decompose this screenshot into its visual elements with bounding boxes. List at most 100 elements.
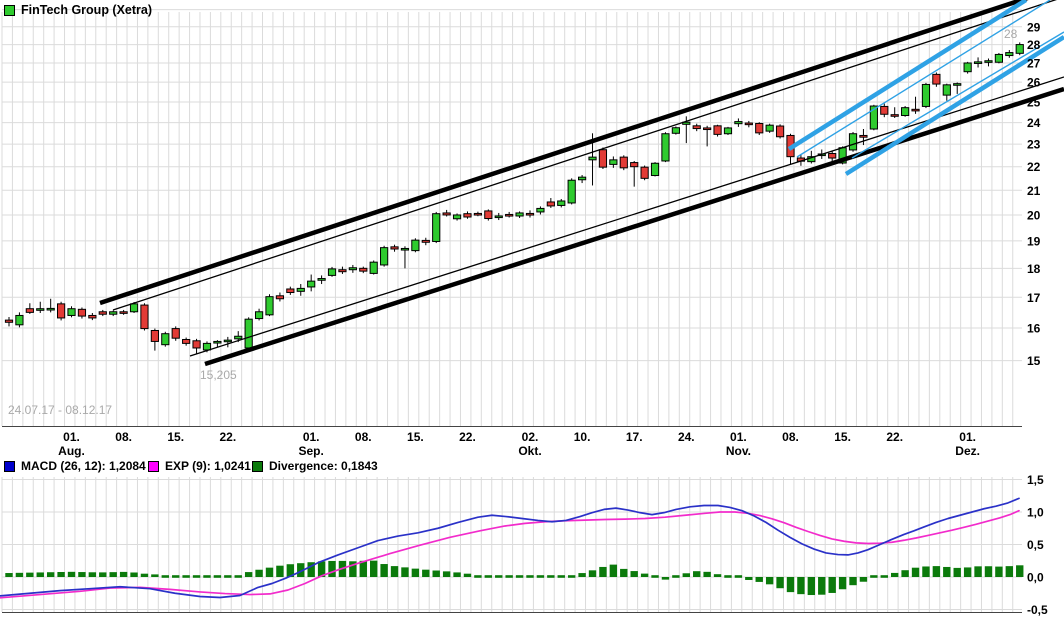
histogram-bar — [682, 573, 690, 577]
candle-body — [984, 60, 993, 63]
histogram-bar — [453, 572, 461, 577]
candle-body — [901, 107, 910, 117]
histogram-bar — [328, 560, 336, 577]
histogram-bar — [182, 575, 190, 578]
histogram-bar — [140, 573, 149, 577]
candle-body — [359, 267, 368, 272]
histogram-bar — [1005, 566, 1014, 577]
candle-body — [265, 296, 274, 316]
histogram-bar — [911, 567, 920, 577]
histogram-bar — [776, 577, 784, 589]
histogram-bar — [213, 575, 222, 578]
histogram-bar — [297, 563, 305, 577]
candle-body — [140, 304, 149, 330]
candle-body — [307, 280, 316, 288]
price-axis-label: 18 — [1027, 262, 1041, 276]
price-axis-label: 29 — [1027, 20, 1041, 34]
last-price-annotation: 28 — [1004, 27, 1018, 41]
histogram-bar — [974, 566, 982, 577]
trend-blue-upper — [787, 0, 1028, 151]
candle-body — [588, 156, 597, 161]
histogram-bar — [536, 575, 545, 578]
histogram-bar — [88, 572, 97, 577]
x-axis-day-label: 15. — [834, 430, 851, 444]
candle-body — [775, 125, 785, 138]
price-axis-label: 24 — [1027, 116, 1041, 130]
candle-body — [46, 307, 55, 311]
candle-body — [744, 122, 753, 126]
price-axis-label: 23 — [1027, 138, 1041, 152]
histogram-bar — [599, 566, 607, 577]
candle-body — [275, 295, 285, 300]
candle-body — [932, 73, 941, 85]
x-axis-day-label: 01. — [303, 430, 320, 444]
low-price-annotation: 15,205 — [200, 368, 237, 382]
histogram-bar — [724, 575, 732, 578]
histogram-bar — [984, 566, 993, 577]
candle-body — [202, 342, 212, 351]
candle-body — [234, 335, 243, 340]
page-title: FinTech Group (Xetra) — [21, 3, 153, 17]
candle-body — [15, 314, 24, 326]
histogram-bar — [693, 571, 701, 577]
candle-body — [400, 247, 410, 251]
histogram-bar — [578, 573, 586, 577]
histogram-bar — [849, 577, 857, 586]
histogram-bar — [567, 575, 576, 578]
x-axis-day-label: 08. — [782, 430, 799, 444]
candle-body — [682, 121, 691, 125]
histogram-bar — [765, 577, 774, 585]
histogram-bar — [359, 560, 367, 577]
histogram-bar — [922, 566, 930, 577]
candle-body — [890, 114, 899, 117]
candle-body — [619, 156, 628, 169]
histogram-bar — [172, 575, 180, 578]
histogram-bar — [203, 575, 211, 578]
price-axis-label: 25 — [1027, 95, 1041, 109]
candle-body — [505, 213, 514, 217]
candle-body — [1015, 44, 1024, 54]
candle-body — [692, 125, 701, 130]
exp-legend-label: EXP (9): 1,0241 — [165, 459, 251, 473]
candle-body — [286, 288, 295, 294]
candle-body — [411, 239, 420, 252]
x-axis-day-label: 01. — [63, 430, 80, 444]
candle-body — [88, 314, 97, 319]
divergence-legend-label: Divergence: 0,1843 — [269, 459, 378, 473]
histogram-bar — [515, 575, 524, 578]
candle-body — [963, 62, 972, 73]
candle-body — [557, 200, 566, 206]
candle-body — [713, 125, 722, 135]
candle-body — [828, 153, 837, 159]
histogram-bar — [422, 569, 430, 577]
candle-body — [380, 247, 389, 266]
price-axis-label: 15 — [1027, 354, 1041, 368]
histogram-bar — [495, 575, 503, 578]
histogram-bar — [317, 561, 326, 577]
candle-body — [640, 166, 649, 179]
histogram-bar — [1016, 565, 1024, 577]
histogram-bar — [609, 564, 618, 577]
histogram-bar — [78, 572, 86, 577]
candle-body — [77, 308, 87, 317]
histogram-bar — [651, 575, 659, 578]
histogram-bar — [484, 575, 493, 578]
candle-body — [994, 53, 1003, 63]
histogram-bar — [943, 566, 951, 577]
candle-body — [223, 339, 232, 343]
channel-lower-inner — [189, 76, 1064, 357]
divergence-legend-item: Divergence: 0,1843 — [252, 459, 378, 473]
histogram-bar — [713, 574, 722, 577]
candle-body — [150, 329, 159, 342]
price-axis-label: 27 — [1027, 56, 1041, 70]
x-axis-day-label: 15. — [167, 430, 184, 444]
channel-upper-main — [99, 0, 1029, 306]
macd-axis-label: 0,5 — [1027, 538, 1044, 552]
histogram-bar — [703, 571, 711, 577]
candle-body — [182, 338, 191, 344]
histogram-bar — [67, 571, 76, 577]
candle-body — [942, 84, 951, 96]
histogram-bar — [463, 573, 472, 577]
candle-body — [734, 121, 743, 125]
